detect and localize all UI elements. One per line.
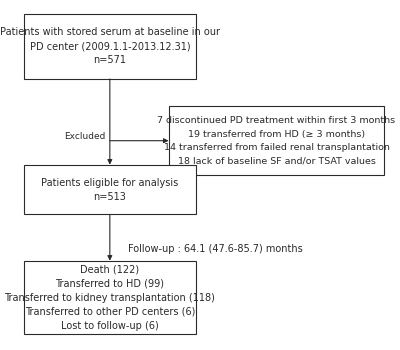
Bar	[24, 165, 196, 215]
Bar	[24, 261, 196, 335]
Text: Excluded: Excluded	[64, 132, 105, 141]
Bar	[24, 14, 196, 79]
Text: Death (122)
Transferred to HD (99)
Transferred to kidney transplantation (118)
T: Death (122) Transferred to HD (99) Trans…	[4, 265, 215, 331]
Text: Patients with stored serum at baseline in our
PD center (2009.1.1-2013.12.31)
n=: Patients with stored serum at baseline i…	[0, 27, 220, 65]
Bar	[169, 106, 384, 175]
Text: Patients eligible for analysis
n=513: Patients eligible for analysis n=513	[41, 177, 178, 202]
Text: Follow-up : 64.1 (47.6-85.7) months: Follow-up : 64.1 (47.6-85.7) months	[128, 244, 303, 254]
Text: 7 discontinued PD treatment within first 3 months
19 transferred from HD (≥ 3 mo: 7 discontinued PD treatment within first…	[157, 117, 396, 165]
